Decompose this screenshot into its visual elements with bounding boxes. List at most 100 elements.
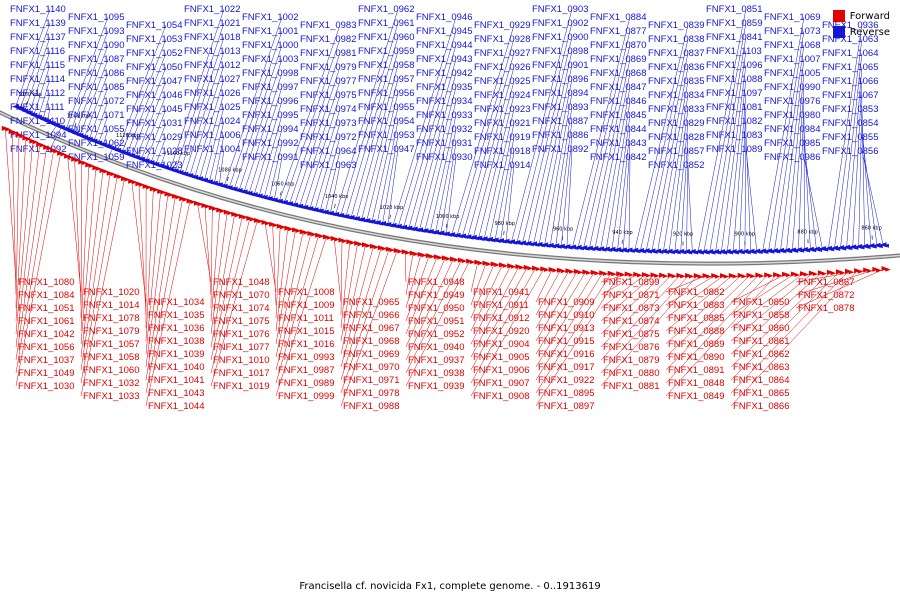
forward-gene-connector: [334, 239, 341, 303]
reverse-swatch: [833, 26, 845, 38]
gene-label: FNFX1_0909: [538, 297, 595, 308]
gene-label: FNFX1_0963: [300, 160, 357, 171]
gene-label: FNFX1_0944: [416, 40, 473, 51]
forward-gene-connector: [75, 159, 81, 305]
legend-forward-label: Forward: [850, 11, 890, 22]
gene-label: FNFX1_0914: [474, 160, 531, 171]
gene-label: FNFX1_0994: [242, 124, 299, 135]
gene-label: FNFX1_0959: [358, 46, 415, 57]
forward-gene-arrow: [724, 275, 730, 279]
gene-label: FNFX1_1053: [126, 34, 183, 45]
gene-label: FNFX1_0877: [590, 26, 647, 37]
forward-gene-connector: [405, 252, 406, 282]
ruler-label: 940 kbp: [612, 230, 632, 236]
gene-label: FNFX1_1086: [68, 68, 125, 79]
gene-label: FNFX1_0900: [532, 32, 589, 43]
legend: Forward Reverse: [833, 8, 890, 40]
gene-label: FNFX1_0923: [474, 104, 531, 115]
gene-label: FNFX1_0961: [358, 18, 415, 29]
gene-label: FNFX1_1081: [706, 102, 763, 113]
gene-label: FNFX1_0861: [733, 336, 790, 347]
gene-label: FNFX1_0930: [416, 152, 473, 163]
gene-label: FNFX1_1093: [68, 26, 125, 37]
gene-label: FNFX1_1112: [10, 88, 65, 99]
gene-label: FNFX1_0931: [416, 138, 473, 149]
gene-label: FNFX1_0991: [242, 152, 299, 163]
forward-gene-connector: [197, 203, 211, 282]
gene-label: FNFX1_1019: [213, 381, 270, 392]
gene-label: FNFX1_1022: [184, 4, 241, 15]
gene-label: FNFX1_0977: [300, 76, 357, 87]
forward-gene-arrow: [858, 270, 864, 274]
ruler-label: 920 kbp: [673, 232, 693, 238]
gene-label: FNFX1_1036: [148, 323, 205, 334]
gene-label: FNFX1_1056: [18, 342, 75, 353]
gene-label: FNFX1_0896: [532, 74, 589, 85]
gene-label: FNFX1_0915: [538, 336, 595, 347]
gene-label: FNFX1_1073: [764, 26, 821, 37]
gene-label: FNFX1_1065: [822, 62, 879, 73]
forward-gene-arrow: [822, 272, 828, 276]
gene-label: FNFX1_1011: [278, 313, 334, 324]
gene-label: FNFX1_0974: [300, 104, 357, 115]
gene-label: FNFX1_1015: [278, 326, 335, 337]
gene-label: FNFX1_0992: [242, 138, 299, 149]
ruler-label: 1080 kbp: [218, 167, 242, 173]
forward-gene-arrow: [750, 274, 756, 278]
gene-label: FNFX1_0964: [300, 146, 357, 157]
gene-label: FNFX1_0851: [706, 4, 763, 15]
forward-gene-arrow: [741, 274, 747, 278]
legend-reverse-label: Reverse: [850, 27, 890, 38]
forward-gene-arrow: [603, 272, 609, 276]
gene-label: FNFX1_0842: [590, 152, 647, 163]
gene-label: FNFX1_1090: [68, 40, 125, 51]
gene-label: FNFX1_1044: [148, 401, 205, 412]
gene-label: FNFX1_1137: [10, 32, 66, 43]
gene-label: FNFX1_0857: [648, 146, 705, 157]
forward-gene-connector: [132, 181, 146, 302]
gene-label: FNFX1_0972: [300, 132, 357, 143]
gene-label: FNFX1_0970: [343, 362, 400, 373]
gene-label: FNFX1_0999: [278, 391, 335, 402]
gene-label: FNFX1_1084: [18, 290, 75, 301]
gene-label: FNFX1_1016: [278, 339, 335, 350]
gene-label: FNFX1_1020: [83, 287, 140, 298]
gene-label: FNFX1_0952: [408, 329, 465, 340]
gene-label: FNFX1_1005: [764, 68, 821, 79]
forward-gene-arrow: [813, 272, 819, 276]
gene-label: FNFX1_0880: [603, 368, 660, 379]
gene-label: FNFX1_0838: [648, 34, 705, 45]
gene-label: FNFX1_0978: [343, 388, 400, 399]
forward-gene-arrow: [867, 269, 873, 273]
forward-swatch: [833, 10, 845, 22]
gene-label: FNFX1_1028: [126, 146, 183, 157]
gene-label: FNFX1_0905: [473, 352, 530, 363]
gene-label: FNFX1_0844: [590, 124, 647, 135]
gene-label: FNFX1_1045: [126, 104, 183, 115]
gene-label: FNFX1_1140: [10, 4, 66, 15]
reverse-gene-connector: [446, 157, 456, 234]
gene-label: FNFX1_1043: [148, 388, 205, 399]
gene-label: FNFX1_1082: [706, 116, 763, 127]
gene-label: FNFX1_0862: [733, 349, 790, 360]
forward-gene-connector: [341, 240, 342, 315]
gene-label: FNFX1_0894: [532, 88, 589, 99]
gene-label: FNFX1_0976: [764, 96, 821, 107]
gene-label: FNFX1_0878: [798, 303, 855, 314]
gene-label: FNFX1_1000: [242, 40, 299, 51]
gene-label: FNFX1_1075: [213, 316, 270, 327]
reverse-gene-connector: [688, 165, 692, 252]
gene-label: FNFX1_0935: [416, 82, 473, 93]
gene-label: FNFX1_0925: [474, 76, 531, 87]
forward-gene-arrow: [680, 274, 686, 278]
gene-label: FNFX1_0843: [590, 138, 647, 149]
gene-label: FNFX1_0901: [532, 60, 589, 71]
gene-label: FNFX1_1001: [242, 26, 299, 37]
gene-label: FNFX1_1021: [184, 18, 241, 29]
gene-label: FNFX1_1067: [822, 90, 879, 101]
gene-label: FNFX1_1097: [706, 88, 763, 99]
gene-label: FNFX1_0924: [474, 90, 531, 101]
gene-label: FNFX1_1064: [822, 48, 879, 59]
gene-label: FNFX1_0890: [668, 352, 725, 363]
gene-label: FNFX1_0917: [538, 362, 595, 373]
